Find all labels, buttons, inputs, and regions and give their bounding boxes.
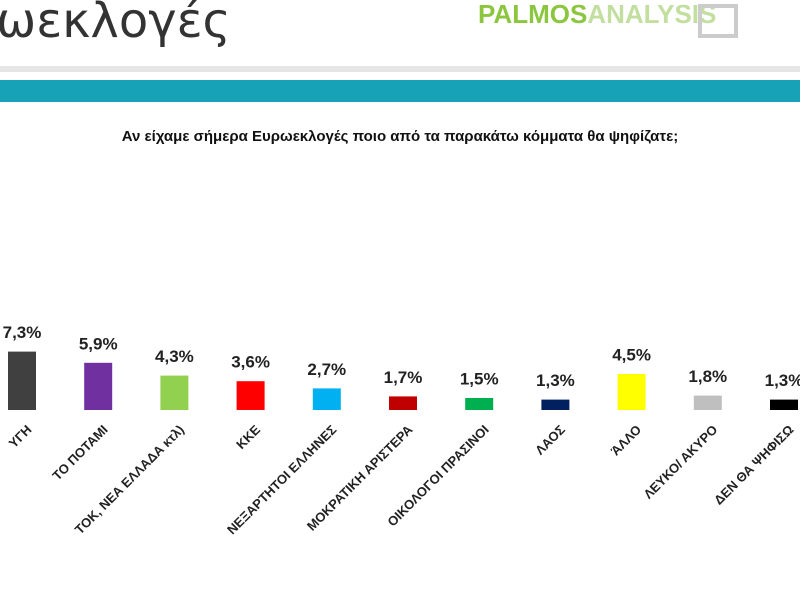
bar [236,381,265,410]
bar [541,399,570,410]
bar [312,388,341,410]
chart-title: Αν είχαμε σήμερα Ευρωεκλογές ποιο από τα… [122,128,678,145]
value-label: 1,3% [765,371,800,390]
logo-part-b: ANALYSIS [587,0,716,29]
value-label: 4,3% [155,347,194,366]
value-label: 1,5% [460,369,499,388]
bar [770,399,798,410]
header-band [0,80,800,102]
bar [617,374,646,410]
header-rule [0,66,800,72]
page-title: ωεκλογές [0,0,231,49]
value-label: 5,9% [79,334,118,353]
logo: PALMOSANALYSIS [478,0,716,29]
logo-part-a: PALMOS [478,0,587,29]
logo-icon [698,4,738,38]
bar [693,395,722,410]
value-label: 2,7% [307,360,346,379]
value-label: 4,5% [612,345,651,364]
bar [389,396,417,410]
bar [465,398,494,410]
bar [84,362,113,410]
value-label: 1,8% [688,367,727,386]
bar [8,351,36,410]
value-label: 1,3% [536,371,575,390]
value-label: 7,3% [3,323,42,342]
value-label: 3,6% [231,353,270,372]
value-label: 1,7% [384,368,423,387]
bar [160,375,189,410]
